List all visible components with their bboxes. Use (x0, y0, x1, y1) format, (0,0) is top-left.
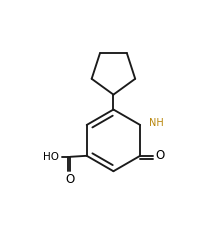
Text: O: O (66, 173, 75, 186)
Text: HO: HO (43, 152, 60, 162)
Text: O: O (155, 149, 164, 162)
Text: NH: NH (148, 118, 163, 128)
